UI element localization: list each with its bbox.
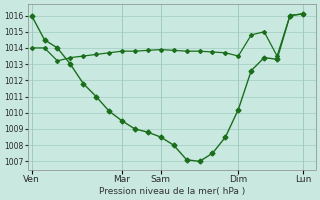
X-axis label: Pression niveau de la mer( hPa ): Pression niveau de la mer( hPa ) [99, 187, 245, 196]
